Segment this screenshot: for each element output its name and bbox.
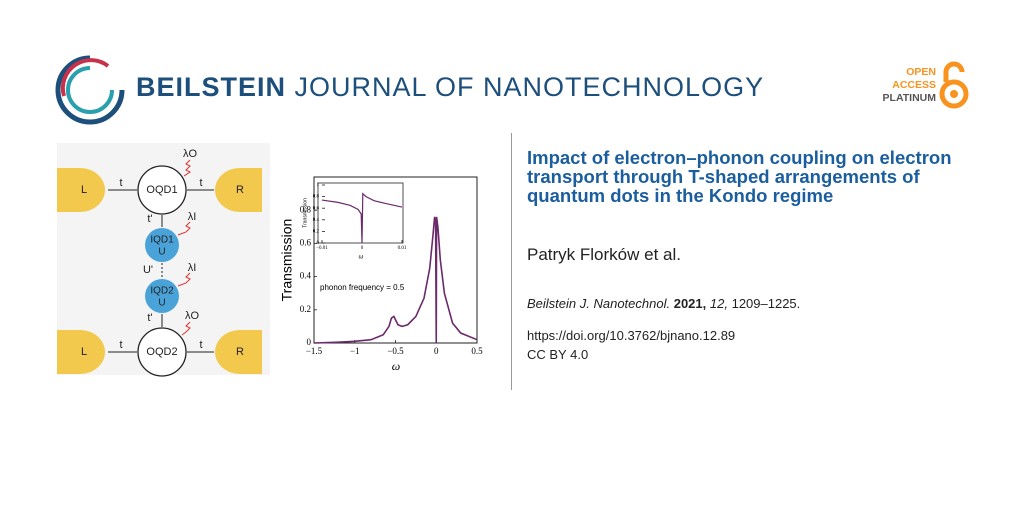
node-label: U <box>158 298 165 309</box>
y-tick-label: 0 <box>307 337 312 347</box>
curve <box>313 216 478 344</box>
x-axis-title: ω <box>392 359 400 373</box>
divider <box>511 133 512 390</box>
y-tick-label: 0.2 <box>300 304 311 314</box>
volume: 12, <box>709 296 728 311</box>
inset-x-title: ω <box>359 255 364 261</box>
node-label: IQD1 <box>150 235 174 246</box>
hopping-label: t <box>199 339 202 351</box>
y-tick-label: 0 <box>317 241 320 246</box>
x-tick-label: 0.01 <box>398 246 407 251</box>
lead-label: R <box>236 346 244 358</box>
y-tick-label: 0.4 <box>300 271 312 281</box>
hopping-label: t <box>199 177 202 189</box>
inset-y-title: Transmission <box>302 198 308 228</box>
logo <box>55 55 125 125</box>
x-tick-label: 0.5 <box>471 346 483 356</box>
hopping-label: t' <box>147 213 152 225</box>
y-tick-label: 1 <box>317 183 320 188</box>
inset-frame <box>317 182 404 244</box>
badge-line: PLATINUM <box>882 92 936 104</box>
badge-line: OPEN <box>906 66 936 78</box>
article-title: Impact of electron–phonon coupling on el… <box>527 147 952 206</box>
license: CC BY 4.0 <box>527 347 589 362</box>
journal-brand: BEILSTEIN JOURNAL OF NANOTECHNOLOGY <box>136 72 764 103</box>
hopping-label: t <box>119 177 122 189</box>
lead-label: L <box>81 184 87 196</box>
coupling-label: λI <box>188 211 197 223</box>
y-tick-label: 0.4 <box>313 218 320 223</box>
hopping-label: t' <box>147 312 152 324</box>
coupling-label: λO <box>185 310 200 322</box>
lead-label: R <box>236 184 244 196</box>
x-tick-label: −1.5 <box>306 346 323 356</box>
x-tick-label: −0.01 <box>316 246 328 251</box>
x-tick-label: −1 <box>350 346 360 356</box>
lead-label: L <box>81 346 87 358</box>
citation: Beilstein J. Nanotechnol. 2021, 12, 1209… <box>527 296 800 311</box>
annotation: phonon frequency = 0.5 <box>320 283 405 292</box>
brand-name: BEILSTEIN <box>136 72 287 102</box>
doi: https://doi.org/10.3762/bjnano.12.89 <box>527 328 736 343</box>
authors: Patryk Florków et al. <box>527 245 681 264</box>
x-tick-label: 0 <box>434 346 439 356</box>
y-tick-label: 0.2 <box>313 230 320 235</box>
node-label: OQD2 <box>146 346 177 358</box>
x-tick-label: 0 <box>361 246 364 251</box>
pages: 1209–1225. <box>731 296 801 311</box>
node-label: OQD1 <box>146 184 177 196</box>
journal-name: JOURNAL OF NANOTECHNOLOGY <box>294 72 765 102</box>
interaction-label: U' <box>143 264 153 276</box>
figure: L t OQD1 t R L t OQD2 t R λO t' λI IQD1 … <box>57 143 485 377</box>
y-tick-label: 0.6 <box>313 206 320 211</box>
y-tick-label: 0.6 <box>300 237 312 247</box>
curve <box>321 192 403 244</box>
hopping-label: t <box>119 339 122 351</box>
y-tick-label: 0.8 <box>313 195 320 200</box>
node-label: U <box>158 247 165 258</box>
y-axis-title: Transmission <box>279 219 295 302</box>
oa-lock <box>939 61 969 109</box>
year: 2021, <box>673 296 707 311</box>
coupling-label: λI <box>188 262 197 274</box>
x-tick-label: −0.5 <box>387 346 404 356</box>
journal: Beilstein J. Nanotechnol. <box>527 296 671 311</box>
coupling-label: λO <box>183 148 198 160</box>
node-label: IQD2 <box>150 286 174 297</box>
badge-line: ACCESS <box>892 79 936 91</box>
oa-badge: OPEN ACCESS PLATINUM <box>860 66 936 105</box>
y-tick-label: 0.8 <box>300 204 312 214</box>
